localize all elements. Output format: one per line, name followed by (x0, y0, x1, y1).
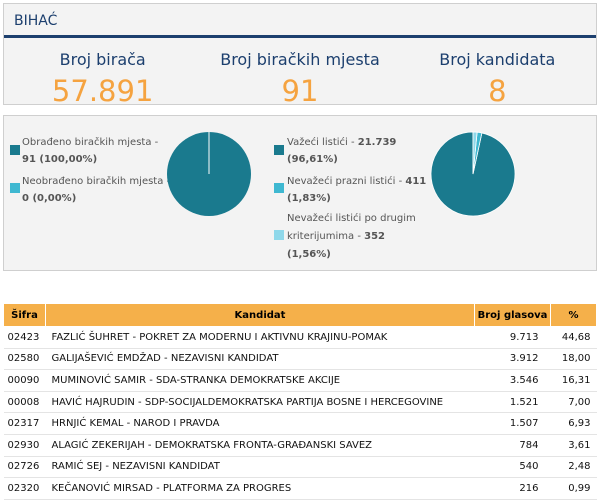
cell-pct: 44,68 (550, 326, 597, 349)
cell-code: 02580 (3, 348, 46, 371)
stations-pie-chart (167, 132, 251, 216)
cell-votes: 9.713 (474, 326, 551, 349)
cell-candidate: FAZLIĆ ŠUHRET - POKRET ZA MODERNU I AKTI… (45, 326, 475, 349)
cell-votes: 1.521 (474, 391, 551, 414)
col-header-code: Šifra (3, 303, 46, 327)
legend-swatch-other (274, 230, 284, 240)
legend-pct: (1,83%) (287, 193, 331, 204)
legend-label-empty: Nevažeći prazni listići - 411 (287, 176, 427, 187)
stat-label: Broj kandidata (439, 50, 556, 69)
pie-slice-other (472, 131, 478, 175)
cell-candidate: ALAGIĆ ZEKERIJAH - DEMOKRATSKA FRONTA-GR… (45, 434, 475, 457)
cell-votes: 784 (474, 434, 551, 457)
cell-votes: 540 (474, 456, 551, 479)
cell-votes: 3.546 (474, 369, 551, 392)
charts-card: Obrađeno biračkih mjesta - 91 (100,00%) … (3, 115, 597, 271)
cell-candidate: KEČANOVIĆ MIRSAD - PLATFORMA ZA PROGRES (45, 477, 475, 500)
cell-pct: 2,48 (550, 456, 597, 479)
cell-pct: 18,00 (550, 348, 597, 371)
stat-value: 91 (281, 74, 319, 108)
cell-votes: 216 (474, 477, 551, 500)
table-header-row: Šifra Kandidat Broj glasova % (3, 303, 597, 327)
table-row: 02423 FAZLIĆ ŠUHRET - POKRET ZA MODERNU I… (3, 326, 597, 349)
legend-label: Obrađeno biračkih mjesta - (22, 137, 159, 148)
cell-candidate: HRNJIĆ KEMAL - NAROD I PRAVDA (45, 412, 475, 435)
cell-votes: 3.912 (474, 348, 551, 371)
results-table: Šifra Kandidat Broj glasova % 02423 FAZLI… (3, 303, 597, 500)
cell-code: 00090 (3, 369, 46, 392)
cell-code: 02423 (3, 326, 46, 349)
table-row: 02317 HRNJIĆ KEMAL - NAROD I PRAVDA 1.507 6… (3, 412, 597, 435)
legend-value: 0 (0,00%) (22, 193, 77, 204)
cell-code: 02726 (3, 456, 46, 479)
stat-voters: Broj birača 57.891 (4, 44, 201, 107)
table-row: 02930 ALAGIĆ ZEKERIJAH - DEMOKRATSKA FRON… (3, 434, 597, 457)
legend-swatch-valid (274, 145, 284, 155)
cell-pct: 16,31 (550, 369, 597, 392)
stat-polling-stations: Broj biračkih mjesta 91 (201, 44, 398, 107)
cell-code: 02930 (3, 434, 46, 457)
stat-value: 8 (488, 74, 507, 108)
cell-candidate: GALIJAŠEVIĆ EMDŽAD - NEZAVISNI KANDIDAT (45, 348, 475, 371)
cell-pct: 3,61 (550, 434, 597, 457)
legend-label: Neobrađeno biračkih mjesta - (22, 176, 171, 187)
legend-value: 91 (100,00%) (22, 154, 98, 165)
cell-code: 02317 (3, 412, 46, 435)
cell-candidate: HAVIĆ HAJRUDIN - SDP-SOCIJALDEMOKRATSKA … (45, 391, 475, 414)
table-row: 00008 HAVIĆ HAJRUDIN - SDP-SOCIJALDEMOKRA… (3, 391, 597, 414)
col-header-candidate: Kandidat (45, 303, 475, 327)
legend-label-other: kriterijumima - 352 (287, 231, 385, 242)
cell-candidate: MUMINOVIĆ SAMIR - SDA-STRANKA DEMOKRATSK… (45, 369, 475, 392)
stations-legend: Obrađeno biračkih mjesta - 91 (100,00%) … (4, 116, 170, 272)
stat-value: 57.891 (51, 74, 154, 108)
ballots-pie-chart (430, 131, 516, 217)
legend-label-valid: Važeći listići - 21.739 (287, 137, 397, 148)
legend-label: Nevažeći listići po drugim (287, 213, 416, 224)
cell-votes: 1.507 (474, 412, 551, 435)
table-row: 02580 GALIJAŠEVIĆ EMDŽAD - NEZAVISNI KAND… (3, 348, 597, 371)
cell-pct: 6,93 (550, 412, 597, 435)
stats-row: Broj birača 57.891 Broj biračkih mjesta … (4, 44, 596, 107)
legend-swatch-processed (10, 145, 20, 155)
summary-card: BIHAĆ Broj birača 57.891 Broj biračkih m… (3, 3, 597, 107)
stat-label: Broj birača (59, 50, 146, 69)
cell-code: 02320 (3, 477, 46, 500)
ballots-legend: Važeći listići - 21.739 (96,61%) Nevažeć… (266, 116, 426, 272)
stat-label: Broj biračkih mjesta (220, 50, 380, 69)
table-row: 00090 MUMINOVIĆ SAMIR - SDA-STRANKA DEMOK… (3, 369, 597, 392)
stat-candidates: Broj kandidata 8 (399, 44, 596, 107)
table-row: 02320 KEČANOVIĆ MIRSAD - PLATFORMA ZA PRO… (3, 477, 597, 500)
page-title: BIHAĆ (4, 4, 596, 38)
col-header-votes: Broj glasova (474, 303, 551, 327)
cell-pct: 0,99 (550, 477, 597, 500)
col-header-pct: % (550, 303, 597, 327)
cell-pct: 7,00 (550, 391, 597, 414)
legend-pct: (96,61%) (287, 154, 338, 165)
cell-candidate: RAMIĆ SEJ - NEZAVISNI KANDIDAT (45, 456, 475, 479)
cell-code: 00008 (3, 391, 46, 414)
legend-swatch-unprocessed (10, 183, 20, 193)
legend-swatch-empty (274, 183, 284, 193)
legend-pct: (1,56%) (287, 249, 331, 260)
table-row: 02726 RAMIĆ SEJ - NEZAVISNI KANDIDAT 540 2,… (3, 456, 597, 479)
